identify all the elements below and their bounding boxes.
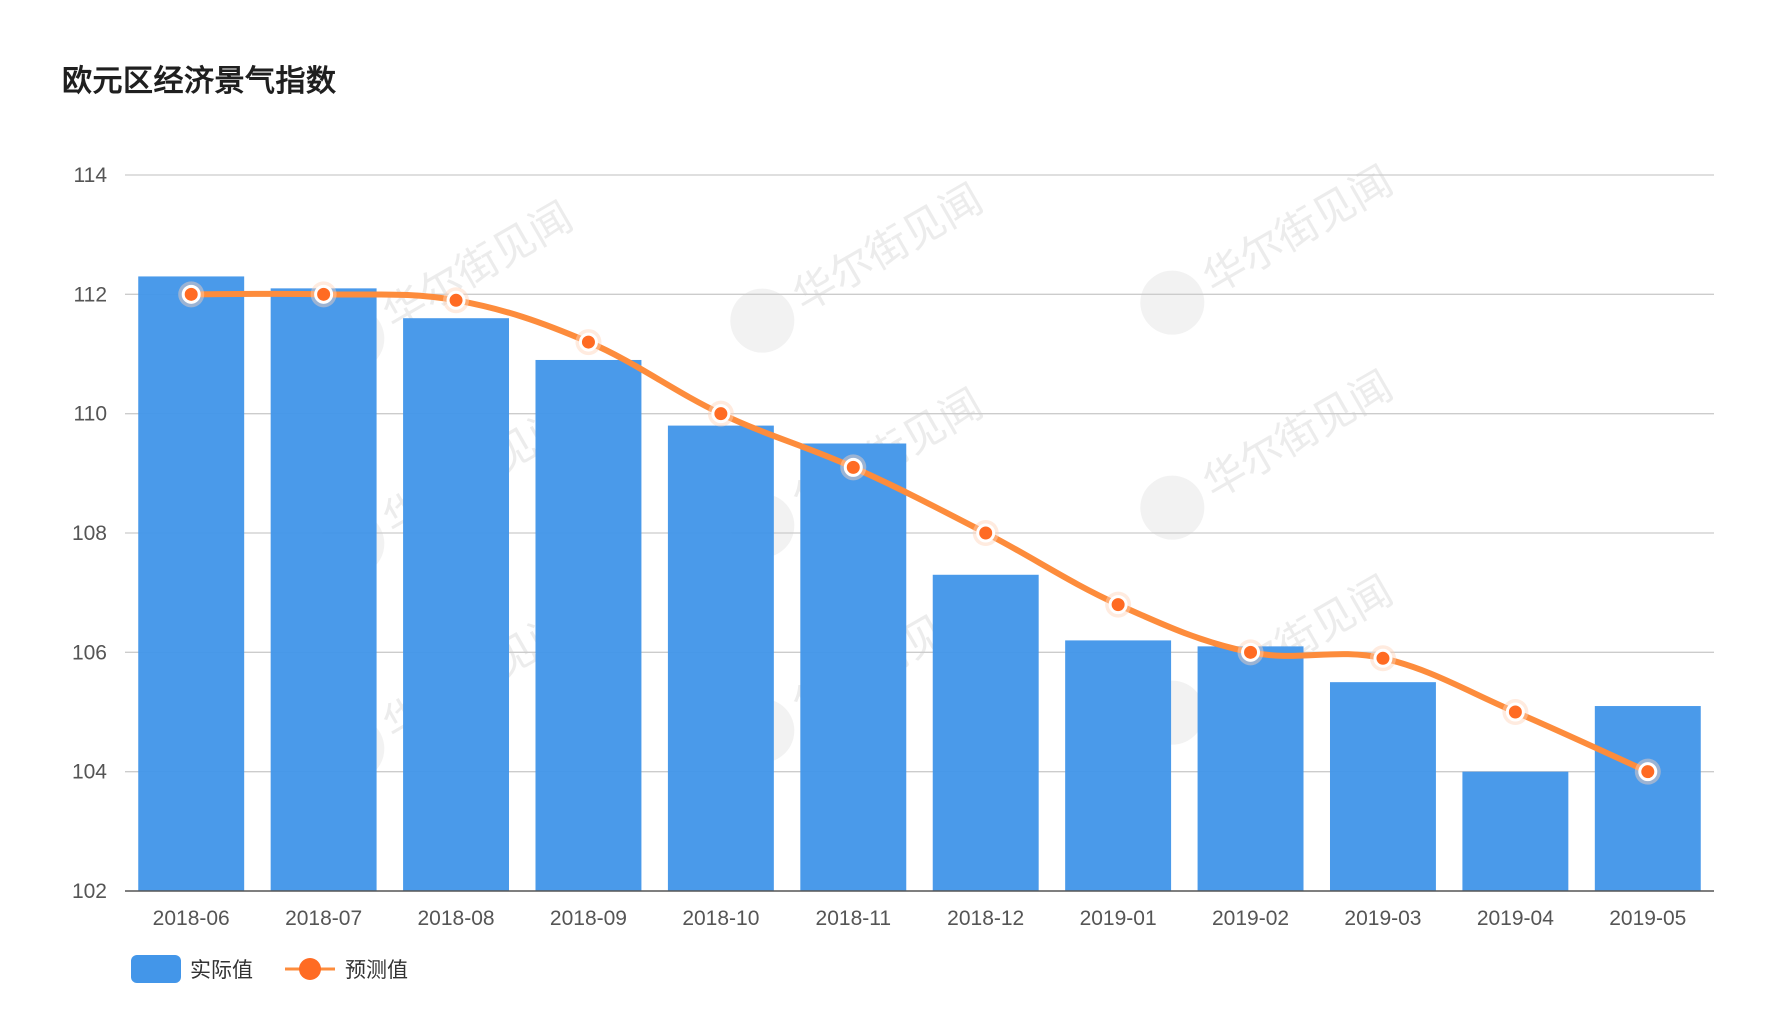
legend-marker-forecast xyxy=(299,958,321,980)
forecast-point xyxy=(314,284,334,304)
gridlines xyxy=(125,174,1714,773)
x-tick-label: 2019-05 xyxy=(1609,907,1686,930)
y-tick-label: 110 xyxy=(74,403,107,426)
watermark-logo-icon xyxy=(1140,270,1205,335)
watermark-text: 华尔街见闻 xyxy=(1194,361,1400,508)
x-tick-label: 2018-08 xyxy=(418,907,495,930)
line-series xyxy=(178,281,1661,785)
bar xyxy=(535,359,642,891)
chart-title: 欧元区经济景气指数 xyxy=(62,64,337,99)
x-tick-label: 2018-09 xyxy=(550,907,627,930)
watermark: 华尔街见闻 xyxy=(730,174,991,353)
legend-label-actual: 实际值 xyxy=(190,958,253,982)
x-tick-label: 2018-07 xyxy=(285,907,362,930)
watermark-text: 华尔街见闻 xyxy=(1194,156,1400,303)
legend-label-forecast: 预测值 xyxy=(345,958,408,982)
y-tick-label: 108 xyxy=(72,522,107,545)
x-tick-label: 2019-02 xyxy=(1212,907,1289,930)
x-tick-label: 2018-10 xyxy=(682,907,759,930)
watermark-logo-icon xyxy=(1140,475,1205,540)
legend-swatch-actual xyxy=(131,955,181,983)
y-tick-label: 106 xyxy=(72,641,107,664)
bar xyxy=(1197,646,1304,891)
bar xyxy=(1329,682,1436,891)
bar xyxy=(1065,640,1172,891)
watermark: 华尔街见闻 xyxy=(1140,361,1401,540)
watermark-text: 华尔街见闻 xyxy=(784,174,990,321)
y-tick-label: 102 xyxy=(72,880,107,903)
x-tick-label: 2019-03 xyxy=(1344,907,1421,930)
y-axis: 102 104 106 108 110 112 114 xyxy=(72,164,107,903)
forecast-point xyxy=(1505,702,1525,722)
y-tick-label: 112 xyxy=(74,283,107,306)
bar xyxy=(1594,706,1701,891)
x-tick-label: 2019-01 xyxy=(1080,907,1157,930)
forecast-point xyxy=(181,284,201,304)
bar xyxy=(667,425,774,891)
bar xyxy=(932,574,1039,891)
forecast-point xyxy=(1108,595,1128,615)
x-tick-label: 2018-06 xyxy=(153,907,230,930)
x-tick-label: 2018-12 xyxy=(947,907,1024,930)
watermark-text: 华尔街见闻 xyxy=(374,192,580,339)
bar xyxy=(270,288,377,891)
forecast-point xyxy=(578,332,598,352)
forecast-point xyxy=(446,290,466,310)
y-tick-label: 114 xyxy=(74,164,108,187)
y-tick-label: 104 xyxy=(72,761,107,784)
bar xyxy=(138,276,245,891)
bar xyxy=(1462,771,1569,891)
forecast-point xyxy=(976,523,996,543)
watermark-logo-icon xyxy=(730,288,795,353)
bar-series xyxy=(138,276,1701,891)
bar xyxy=(403,318,510,891)
x-tick-label: 2018-11 xyxy=(816,907,892,930)
watermark: 华尔街见闻 xyxy=(1140,156,1401,335)
x-tick-labels: 2018-06 2018-07 2018-08 2018-09 2018-10 2018-… xyxy=(153,907,1687,930)
x-tick-label: 2019-04 xyxy=(1477,907,1554,930)
forecast-point xyxy=(1241,642,1261,662)
forecast-point xyxy=(1638,762,1658,782)
forecast-point xyxy=(1373,648,1393,668)
forecast-point xyxy=(843,457,863,477)
bar xyxy=(800,443,907,891)
forecast-point xyxy=(711,404,731,424)
legend: 实际值 预测值 xyxy=(131,955,408,983)
